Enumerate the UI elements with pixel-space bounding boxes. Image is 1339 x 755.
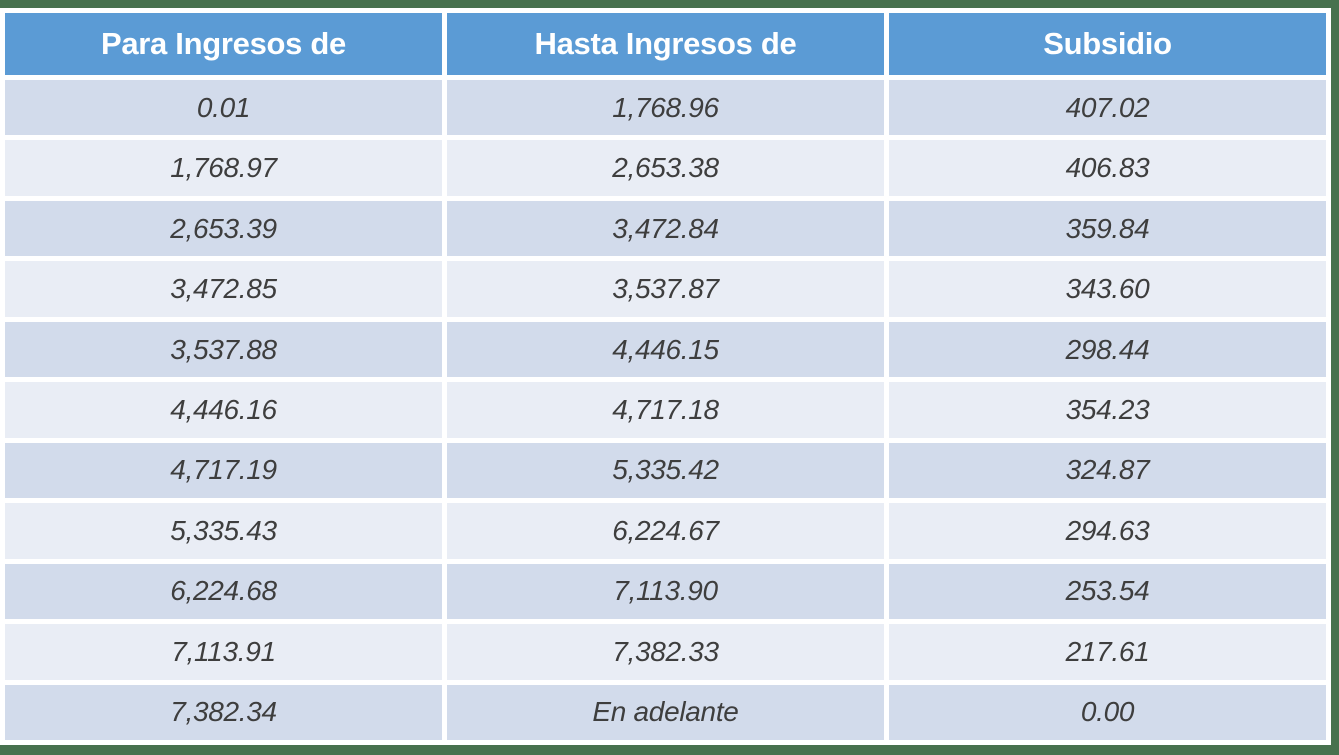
- table-cell: 359.84: [889, 200, 1326, 257]
- table-cell: 4,717.19: [5, 442, 442, 499]
- table-cell: 7,113.91: [5, 624, 442, 680]
- table-cell: 7,382.34: [5, 684, 442, 740]
- column-header: Subsidio: [889, 13, 1326, 75]
- table-cell: 0.00: [889, 684, 1326, 740]
- table-row: 1,768.97 2,653.38 406.83: [5, 140, 1326, 196]
- table-cell: 0.01: [5, 80, 442, 136]
- table-cell: 1,768.96: [447, 80, 884, 136]
- table-row: 3,472.85 3,537.87 343.60: [5, 261, 1326, 317]
- table-cell: 5,335.43: [5, 503, 442, 559]
- table-cell: 3,537.88: [5, 321, 442, 378]
- table-cell: 294.63: [889, 503, 1326, 559]
- table-row: 7,382.34 En adelante 0.00: [5, 684, 1326, 740]
- table-cell: 2,653.38: [447, 140, 884, 196]
- table-cell: 3,472.84: [447, 200, 884, 257]
- table-cell: 354.23: [889, 382, 1326, 438]
- table-row: 0.01 1,768.96 407.02: [5, 80, 1326, 136]
- table-cell: 7,113.90: [447, 563, 884, 620]
- table-row: 7,113.91 7,382.33 217.61: [5, 624, 1326, 680]
- table-cell: 6,224.67: [447, 503, 884, 559]
- table-cell: 324.87: [889, 442, 1326, 499]
- table-cell: 298.44: [889, 321, 1326, 378]
- table-cell: 343.60: [889, 261, 1326, 317]
- table-cell: 253.54: [889, 563, 1326, 620]
- table-header: Para Ingresos de Hasta Ingresos de Subsidi…: [5, 13, 1326, 75]
- table-cell: 1,768.97: [5, 140, 442, 196]
- table-body: 0.01 1,768.96 407.02 1,768.97 2,653.38 406.83…: [5, 80, 1326, 740]
- table-cell: 407.02: [889, 80, 1326, 136]
- table-cell: 5,335.42: [447, 442, 884, 499]
- column-header: Para Ingresos de: [5, 13, 442, 75]
- table-cell: 4,446.15: [447, 321, 884, 378]
- table-row: 5,335.43 6,224.67 294.63: [5, 503, 1326, 559]
- table-row: 4,717.19 5,335.42 324.87: [5, 442, 1326, 499]
- table-cell: 217.61: [889, 624, 1326, 680]
- table-cell: 4,717.18: [447, 382, 884, 438]
- table-row: 3,537.88 4,446.15 298.44: [5, 321, 1326, 378]
- table-cell: 7,382.33: [447, 624, 884, 680]
- table-cell: 3,537.87: [447, 261, 884, 317]
- table-row: 4,446.16 4,717.18 354.23: [5, 382, 1326, 438]
- table-cell: 3,472.85: [5, 261, 442, 317]
- column-header: Hasta Ingresos de: [447, 13, 884, 75]
- table-cell: 406.83: [889, 140, 1326, 196]
- table-cell: 4,446.16: [5, 382, 442, 438]
- table-cell: 6,224.68: [5, 563, 442, 620]
- table-row: 6,224.68 7,113.90 253.54: [5, 563, 1326, 620]
- subsidy-table: Para Ingresos de Hasta Ingresos de Subsidi…: [0, 8, 1331, 745]
- table-row: 2,653.39 3,472.84 359.84: [5, 200, 1326, 257]
- header-row: Para Ingresos de Hasta Ingresos de Subsidi…: [5, 13, 1326, 75]
- table-cell: En adelante: [447, 684, 884, 740]
- table-cell: 2,653.39: [5, 200, 442, 257]
